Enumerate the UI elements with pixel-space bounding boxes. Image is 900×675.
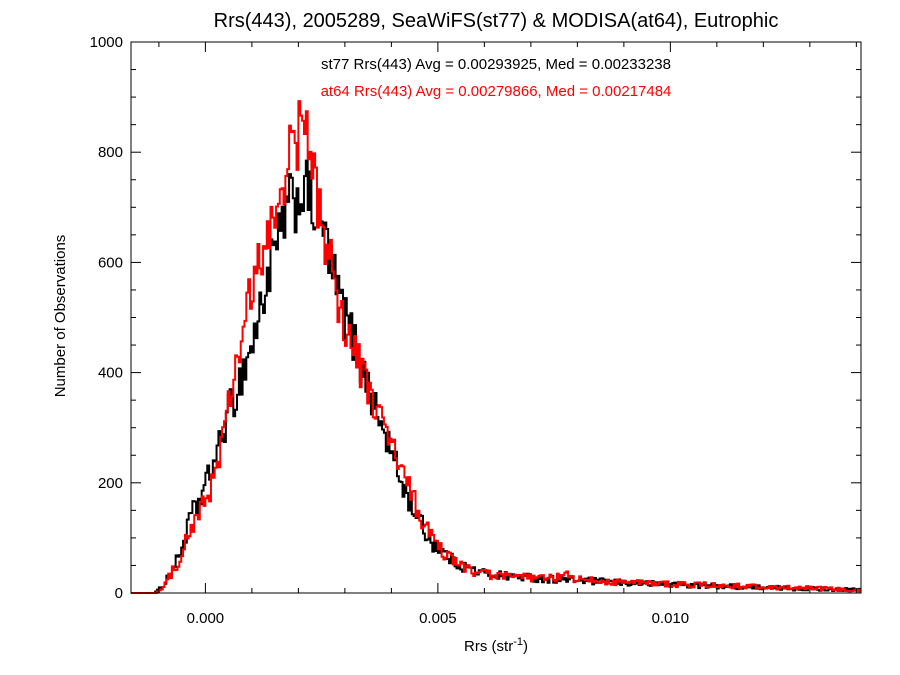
annotation-st77: st77 Rrs(443) Avg = 0.00293925, Med = 0.… [321, 56, 671, 73]
histogram-series-0 [131, 159, 862, 594]
x-axis: 0.000 0.005 0.010 [158, 42, 857, 627]
y-axis-label: Number of Observations [52, 235, 69, 398]
plot-frame [130, 41, 862, 594]
annotation-at64: at64 Rrs(443) Avg = 0.00279866, Med = 0.… [321, 83, 672, 100]
x-axis-label: Rrs (str-1) [464, 636, 528, 655]
chart-title: Rrs(443), 2005289, SeaWiFS(st77) & MODIS… [214, 10, 779, 32]
x-axis-label-main: Rrs (str [464, 638, 513, 655]
x-tick-label: 0.000 [187, 610, 225, 627]
y-tick-label: 1000 [90, 34, 123, 51]
x-axis-label-superscript: -1 [513, 636, 523, 648]
y-tick-label: 0 [115, 585, 123, 602]
y-tick-label: 400 [98, 365, 123, 382]
x-axis-label-close: ) [523, 638, 528, 655]
y-tick-label: 600 [98, 254, 123, 271]
x-tick-label: 0.010 [652, 610, 690, 627]
histogram-series-1 [131, 100, 862, 594]
y-tick-label: 800 [98, 144, 123, 161]
x-tick-label: 0.005 [419, 610, 457, 627]
plot-area [131, 100, 862, 594]
y-tick-label: 200 [98, 475, 123, 492]
y-axis: 0 200 400 600 800 1000 [90, 34, 861, 602]
